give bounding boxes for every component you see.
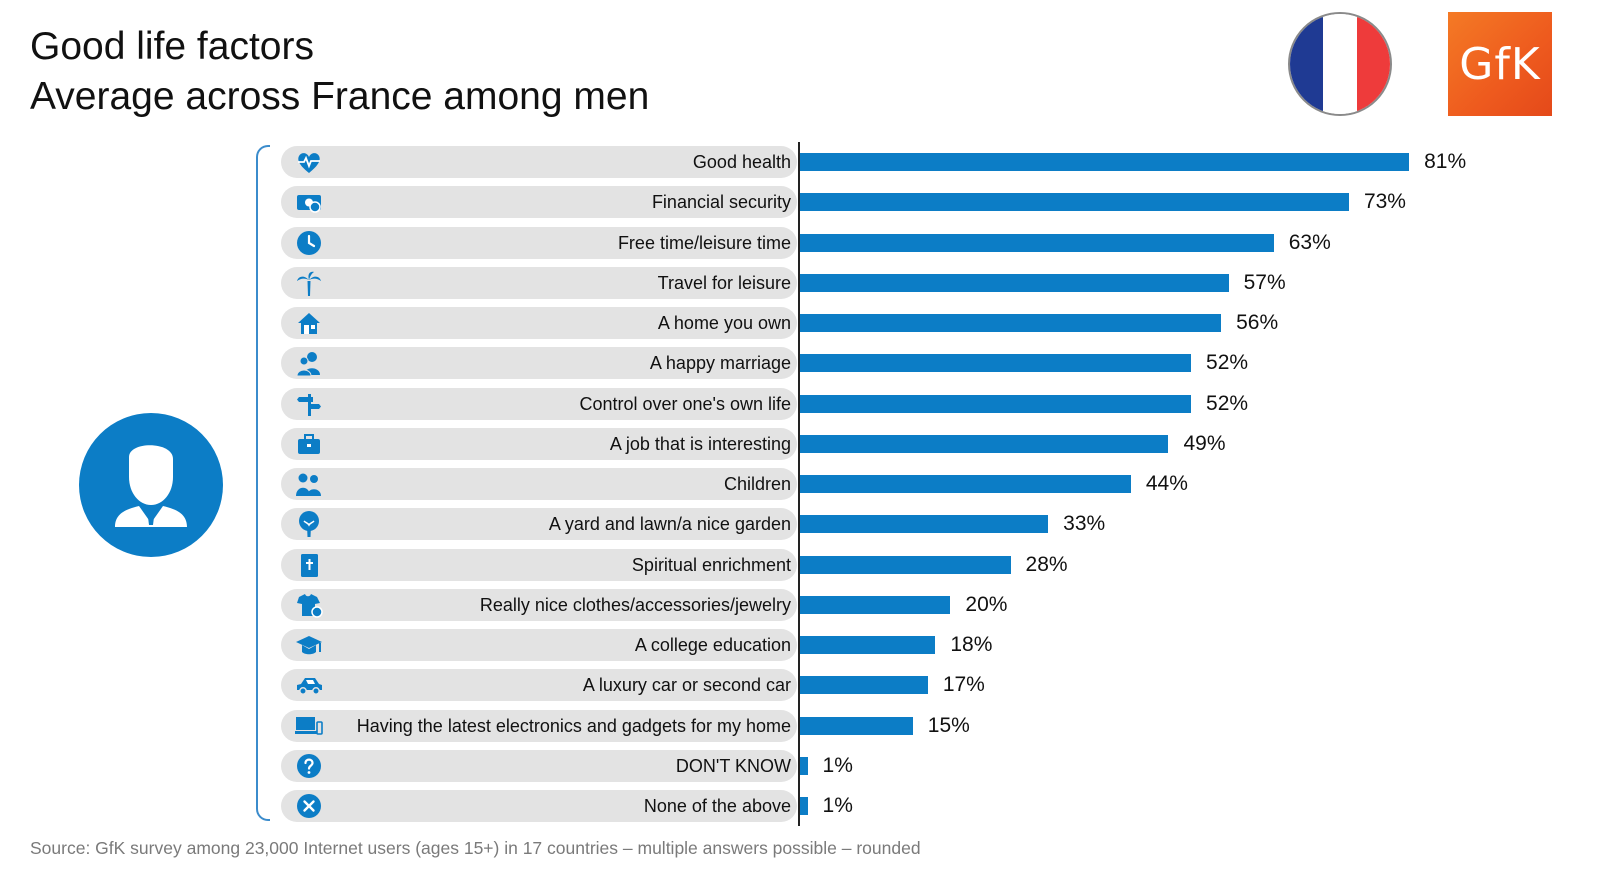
- data-label: 1%: [822, 753, 853, 777]
- bar: [800, 515, 1049, 534]
- data-label: 17%: [942, 673, 985, 697]
- category-label: A yard and lawn/a nice garden: [548, 514, 791, 535]
- category-pill: [281, 186, 797, 219]
- heartbeat-icon: [298, 153, 320, 173]
- tree-icon: [299, 511, 319, 538]
- category-label: Spiritual enrichment: [631, 554, 791, 575]
- category-label: A happy marriage: [649, 353, 791, 374]
- y-axis-line: [798, 142, 800, 826]
- category-label: Control over one's own life: [579, 393, 791, 414]
- bar: [800, 676, 928, 695]
- data-label: 49%: [1183, 431, 1226, 455]
- category-label: Having the latest electronics and gadget…: [356, 715, 791, 736]
- bar: [800, 636, 936, 654]
- category-label: Really nice clothes/accessories/jewelry: [479, 594, 791, 615]
- data-label: 52%: [1206, 351, 1249, 375]
- couple-icon: [296, 352, 320, 377]
- palm-tree-icon: [297, 271, 321, 296]
- bar: [800, 434, 1169, 453]
- man-avatar-icon: [79, 413, 223, 557]
- category-label: Travel for leisure: [657, 272, 791, 293]
- data-label: 57%: [1243, 270, 1286, 294]
- category-label: Children: [723, 474, 791, 494]
- category-label: A job that is interesting: [609, 433, 791, 454]
- data-label: 73%: [1363, 190, 1406, 214]
- title-line-1: Good life factors: [30, 25, 314, 68]
- data-label: 28%: [1025, 552, 1068, 576]
- gfk-logo: GfK: [1448, 12, 1552, 116]
- category-label: A college education: [634, 635, 791, 655]
- category-label: DON'T KNOW: [675, 755, 791, 776]
- clothes-icon: [297, 593, 323, 618]
- flag-stripe-blue: [1290, 14, 1324, 114]
- category-pill: [281, 387, 797, 420]
- category-label: A luxury car or second car: [582, 675, 791, 696]
- graduation-cap-icon: [296, 636, 322, 655]
- category-pill: [281, 588, 797, 621]
- data-label: 44%: [1145, 472, 1188, 495]
- bar: [800, 595, 951, 614]
- flag-stripe-white: [1323, 14, 1357, 114]
- data-label: 56%: [1236, 311, 1279, 334]
- category-pill: [281, 749, 797, 782]
- bar: [800, 555, 1011, 574]
- bar: [800, 797, 808, 815]
- bar: [800, 153, 1410, 171]
- bar: [800, 756, 808, 775]
- category-pill: [281, 629, 797, 661]
- category-label: Financial security: [651, 192, 791, 213]
- data-label: 18%: [950, 633, 993, 656]
- briefcase-icon: [298, 433, 320, 454]
- bar: [800, 354, 1192, 373]
- category-pill: [281, 790, 797, 822]
- category-pill: [281, 146, 797, 178]
- data-label: 1%: [822, 794, 853, 817]
- close-icon: [297, 794, 321, 818]
- data-label: 33%: [1063, 512, 1106, 536]
- bar: [800, 314, 1222, 332]
- category-pill: [281, 427, 797, 460]
- france-flag-icon: [1288, 12, 1392, 116]
- bar: [800, 475, 1131, 493]
- category-pill: [281, 468, 797, 500]
- category-pill: [281, 266, 797, 299]
- data-label: 20%: [965, 592, 1008, 616]
- category-pill: [281, 347, 797, 380]
- children-icon: [296, 473, 321, 496]
- house-icon: [298, 313, 320, 334]
- laptop-icon: [295, 716, 323, 735]
- bible-icon: [301, 553, 318, 577]
- flag-stripe-red: [1356, 14, 1390, 114]
- bar: [800, 394, 1192, 413]
- category-label: Free time/leisure time: [617, 232, 791, 253]
- money-icon: [297, 195, 321, 213]
- category-pill: [281, 307, 797, 339]
- category-pill: [281, 508, 797, 541]
- data-label: 15%: [927, 713, 970, 737]
- category-pill: [281, 669, 797, 702]
- bar: [800, 193, 1349, 212]
- category-label: A home you own: [657, 313, 791, 333]
- bar: [800, 233, 1274, 252]
- bar: [800, 273, 1229, 292]
- question-icon: [297, 753, 321, 778]
- source-note: Source: GfK survey among 23,000 Internet…: [30, 838, 921, 858]
- chart-title: Good life factors Average across France …: [30, 22, 649, 122]
- category-bracket: [256, 145, 270, 821]
- category-label: None of the above: [643, 796, 791, 816]
- data-label: 81%: [1424, 150, 1467, 173]
- bar: [800, 716, 913, 735]
- data-label: 63%: [1288, 230, 1331, 254]
- category-pill: [281, 709, 797, 742]
- car-icon: [297, 678, 322, 696]
- category-label: Good health: [692, 152, 791, 172]
- title-line-2: Average across France among men: [30, 75, 650, 118]
- clock-icon: [297, 230, 321, 255]
- category-pill: [281, 226, 797, 259]
- category-pill: [281, 548, 797, 581]
- signpost-icon: [297, 393, 321, 416]
- data-label: 52%: [1206, 391, 1249, 415]
